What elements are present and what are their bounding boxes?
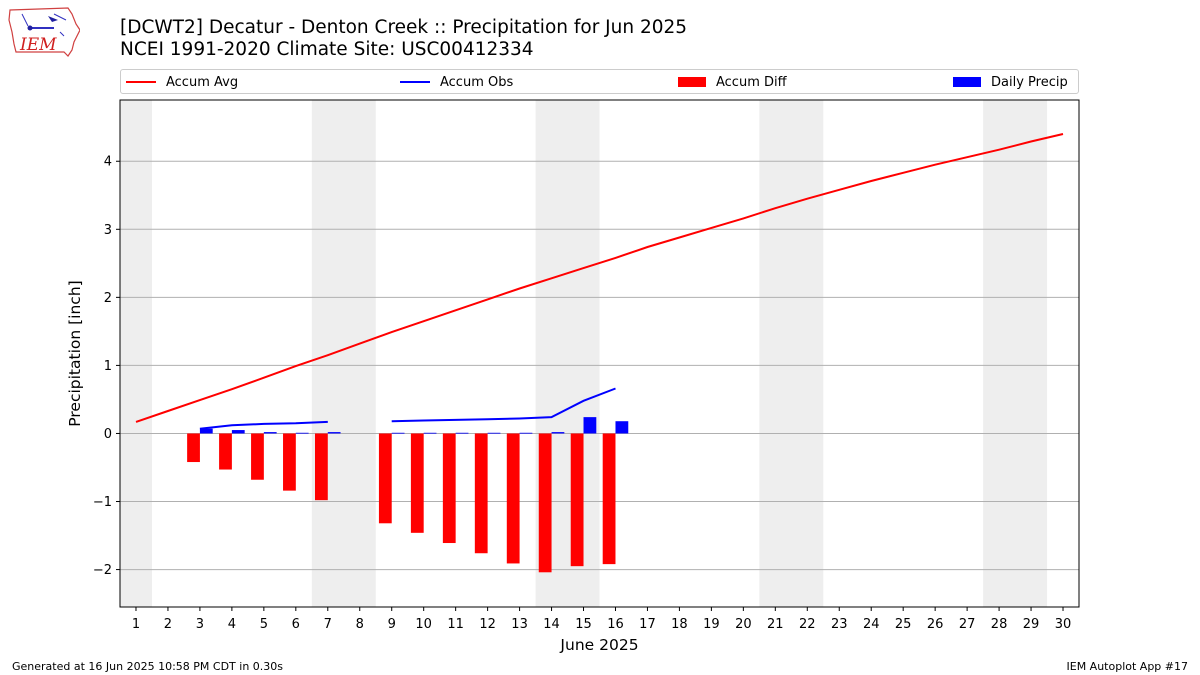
bar-daily-precip (423, 432, 437, 434)
x-tick-label: 22 (799, 617, 816, 632)
bar-accum-diff (474, 433, 488, 554)
legend-item-daily-precip: Daily Precip (953, 73, 1068, 91)
y-tick-label: 3 (104, 223, 112, 238)
bar-daily-precip (487, 432, 501, 434)
legend-item-accum-diff: Accum Diff (678, 73, 787, 91)
y-tick-label: 2 (104, 291, 112, 306)
title-line-2: NCEI 1991-2020 Climate Site: USC00412334 (120, 39, 534, 60)
x-tick-label: 19 (703, 617, 720, 632)
bar-daily-precip (519, 432, 533, 434)
x-tick-label: 24 (863, 617, 880, 632)
y-tick-label: −2 (93, 563, 112, 578)
x-tick-label: 16 (607, 617, 624, 632)
bar-accum-diff (219, 433, 232, 470)
y-tick-label: −1 (93, 495, 112, 510)
bar-accum-diff (251, 433, 264, 480)
x-tick-label: 15 (575, 617, 592, 632)
legend-label: Accum Avg (166, 74, 239, 90)
x-tick-label: 18 (671, 617, 688, 632)
legend-label: Accum Diff (716, 74, 787, 90)
x-tick-label: 1 (132, 617, 140, 632)
footer-generated: Generated at 16 Jun 2025 10:58 PM CDT in… (12, 660, 284, 673)
x-tick-label: 25 (895, 617, 912, 632)
bar-daily-precip (455, 432, 469, 434)
x-tick-label: 2 (164, 617, 172, 632)
iem-logo: IEM (8, 6, 81, 58)
x-tick-label: 9 (388, 617, 396, 632)
bar-daily-precip (327, 432, 341, 434)
bar-accum-diff (538, 433, 552, 573)
bar-accum-diff (442, 433, 456, 544)
bar-accum-diff (506, 433, 520, 564)
x-tick-label: 21 (767, 617, 784, 632)
y-axis-label: Precipitation [inch] (66, 280, 84, 426)
bar-daily-precip (231, 430, 245, 434)
x-tick-label: 10 (415, 617, 432, 632)
x-tick-label: 4 (228, 617, 236, 632)
x-tick-label: 23 (831, 617, 848, 632)
x-tick-label: 6 (292, 617, 300, 632)
weekend-shade (759, 100, 824, 607)
bar-accum-diff (570, 433, 584, 567)
x-tick-label: 8 (356, 617, 364, 632)
legend-item-accum-obs: Accum Obs (400, 73, 513, 91)
bar-accum-diff (283, 433, 296, 491)
y-tick-label: 0 (104, 427, 112, 442)
legend-item-accum-avg: Accum Avg (126, 73, 238, 91)
x-tick-label: 28 (991, 617, 1008, 632)
x-axis-label: June 2025 (559, 636, 638, 654)
y-tick-label: 1 (104, 359, 112, 374)
x-tick-label: 14 (543, 617, 560, 632)
bar-daily-precip (615, 421, 629, 434)
x-tick-label: 5 (260, 617, 268, 632)
bar-daily-precip (199, 428, 213, 434)
line-accum-obs (391, 387, 616, 423)
line-accum-obs (199, 420, 328, 430)
legend-label: Daily Precip (991, 74, 1068, 90)
x-tick-label: 29 (1023, 617, 1040, 632)
bar-accum-diff (187, 433, 200, 463)
legend-swatch (678, 77, 706, 87)
bar-daily-precip (263, 432, 277, 434)
x-tick-label: 26 (927, 617, 944, 632)
chart-title: [DCWT2] Decatur - Denton Creek :: Precip… (120, 17, 687, 61)
chart-legend: Accum Avg Accum Obs Accum Diff Daily Pre… (120, 69, 1079, 94)
x-tick-label: 17 (639, 617, 656, 632)
legend-label: Accum Obs (440, 74, 514, 90)
bar-accum-diff (602, 433, 616, 565)
legend-swatch (126, 81, 156, 83)
weekend-shade (983, 100, 1048, 607)
title-line-1: [DCWT2] Decatur - Denton Creek :: Precip… (120, 17, 688, 38)
x-tick-label: 3 (196, 617, 204, 632)
x-tick-label: 7 (324, 617, 332, 632)
bar-accum-diff (410, 433, 424, 533)
legend-swatch (953, 77, 981, 87)
weekend-shade (311, 100, 376, 607)
footer-app: IEM Autoplot App #17 (1066, 660, 1189, 673)
x-tick-label: 12 (479, 617, 496, 632)
bar-daily-precip (551, 432, 565, 434)
x-tick-label: 11 (447, 617, 464, 632)
legend-swatch (400, 81, 430, 83)
bar-daily-precip (391, 432, 405, 434)
x-tick-label: 30 (1055, 617, 1072, 632)
iowa-map-icon: IEM (8, 7, 81, 57)
x-tick-label: 27 (959, 617, 976, 632)
bar-daily-precip (295, 432, 309, 434)
plot-frame (119, 99, 1080, 608)
svg-text:IEM: IEM (19, 35, 57, 55)
bar-accum-diff (378, 433, 392, 524)
x-tick-label: 20 (735, 617, 752, 632)
line-accum-avg (135, 133, 1064, 423)
bar-accum-diff (314, 433, 328, 501)
bar-daily-precip (583, 417, 597, 434)
y-tick-label: 4 (104, 155, 112, 170)
plot-area (120, 100, 1079, 607)
x-tick-label: 13 (511, 617, 528, 632)
weekend-shade (120, 100, 152, 607)
